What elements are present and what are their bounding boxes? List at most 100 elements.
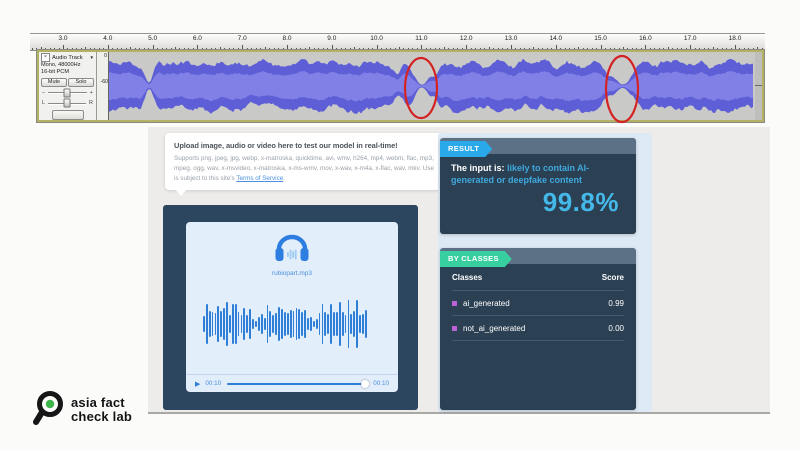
- ruler-tick: [71, 48, 73, 50]
- track-name-menu[interactable]: Audio Track ▼: [52, 55, 94, 61]
- ruler-tick: [282, 48, 284, 50]
- ruler-tick: [287, 45, 288, 50]
- waveform-bar: [208, 311, 211, 337]
- track-collapse-button[interactable]: [51, 110, 84, 120]
- ruler-tick: [206, 48, 208, 50]
- solo-button[interactable]: Solo: [68, 78, 94, 87]
- waveform-bar: [353, 311, 356, 337]
- timeline-label: 3.0: [58, 35, 68, 42]
- tooltip-pointer: [175, 189, 187, 197]
- ruler-tick: [313, 48, 315, 50]
- ruler-tick: [318, 48, 320, 50]
- waveform-bar: [257, 317, 260, 331]
- ruler-tick: [640, 48, 642, 50]
- ruler-tick: [300, 48, 302, 50]
- ruler-tick: [605, 48, 607, 50]
- seek-handle[interactable]: [361, 379, 370, 388]
- ruler-tick: [631, 48, 633, 50]
- ruler-tick: [560, 48, 562, 50]
- ruler-tick: [537, 48, 539, 50]
- track-close-button[interactable]: ×: [41, 53, 50, 62]
- timeline-ruler[interactable]: 3.0 4.0 5.0 6.0 7.0 8.0 9.0 10.0 11.0 12.0 13.0 14.…: [30, 33, 765, 51]
- ruler-tick: [94, 48, 96, 50]
- waveform-bar: [217, 306, 220, 342]
- ruler-tick: [609, 48, 611, 50]
- class-score: 0.99: [608, 298, 624, 308]
- gain-slider-thumb[interactable]: [63, 88, 71, 98]
- ruler-tick: [349, 48, 351, 50]
- pan-slider[interactable]: L R: [39, 98, 96, 109]
- ruler-tick: [89, 48, 91, 50]
- ruler-tick: [524, 48, 526, 50]
- ruler-tick: [658, 48, 660, 50]
- waveform-bar: [252, 318, 254, 330]
- ruler-tick: [116, 48, 118, 50]
- waveform-bar: [298, 308, 301, 340]
- class-score-row: not_ai_generated 0.00: [452, 316, 624, 341]
- ruler-tick: [699, 48, 701, 50]
- pan-slider-track[interactable]: [48, 98, 87, 108]
- brand-logo: asia fact check lab: [31, 389, 132, 431]
- ruler-tick: [394, 48, 396, 50]
- pan-slider-thumb[interactable]: [63, 98, 71, 108]
- waveform-bar: [350, 313, 353, 335]
- timeline-label: 13.0: [504, 35, 518, 42]
- waveform-bar: [255, 321, 257, 327]
- ruler-tick: [708, 48, 710, 50]
- ruler-tick: [412, 48, 414, 50]
- ruler-tick: [166, 48, 168, 50]
- mute-button[interactable]: Mute: [41, 78, 67, 87]
- ruler-tick: [143, 48, 145, 50]
- ruler-tick: [103, 48, 105, 50]
- seek-bar[interactable]: [227, 379, 370, 388]
- ruler-tick: [573, 48, 575, 50]
- waveform-bar: [283, 311, 286, 337]
- waveform-bar: [226, 301, 228, 347]
- ruler-tick: [403, 48, 405, 50]
- ruler-tick: [475, 48, 477, 50]
- ruler-tick: [340, 48, 342, 50]
- waveform-bar: [243, 307, 246, 341]
- ruler-tick: [210, 48, 212, 50]
- ruler-tick: [470, 48, 472, 50]
- waveform-bar: [275, 313, 278, 335]
- ruler-tick: [430, 48, 432, 50]
- ruler-tick: [761, 48, 763, 50]
- track-control-panel: × Audio Track ▼ Mono, 48000Hz 16-bit PCM…: [39, 52, 97, 120]
- play-button[interactable]: ▶: [195, 380, 201, 388]
- brand-text: asia fact check lab: [71, 396, 132, 424]
- ruler-tick: [367, 48, 369, 50]
- ruler-tick: [564, 48, 566, 50]
- waveform-bar: [295, 308, 298, 340]
- upload-formats-text: Supports png, jpeg, jpg, webp, x-matrosk…: [174, 154, 437, 183]
- ruler-tick: [618, 48, 620, 50]
- waveform-bar: [335, 311, 338, 337]
- ruler-tick: [183, 48, 185, 50]
- terms-of-service-link[interactable]: Terms of Service: [236, 174, 284, 182]
- audio-filename: rubiopart.mp3: [271, 270, 313, 277]
- vertical-scale[interactable]: 0 -60: [97, 52, 109, 120]
- ruler-tick: [636, 48, 638, 50]
- gain-slider-track[interactable]: [48, 88, 87, 98]
- ruler-tick: [228, 48, 230, 50]
- ruler-tick: [407, 48, 409, 50]
- classes-table-header: Classes Score: [452, 264, 624, 291]
- waveform-bar: [327, 313, 330, 335]
- ruler-tick: [457, 48, 459, 50]
- gain-slider[interactable]: – +: [39, 88, 96, 98]
- ruler-tick: [269, 48, 271, 50]
- waveform-bar: [344, 315, 347, 333]
- ruler-tick: [748, 48, 750, 50]
- track-sample-rate: Mono, 48000Hz: [41, 62, 81, 68]
- ruler-tick: [246, 48, 248, 50]
- ruler-tick: [54, 48, 56, 50]
- ruler-tick: [273, 48, 275, 50]
- waveform-clip[interactable]: [109, 52, 762, 120]
- ruler-tick: [739, 48, 741, 50]
- class-label: not_ai_generated: [463, 323, 526, 333]
- detector-app: Upload image, audio or video here to tes…: [148, 127, 770, 414]
- ruler-tick: [201, 48, 203, 50]
- ruler-tick: [551, 48, 553, 50]
- ruler-tick: [255, 48, 257, 50]
- ruler-tick: [461, 48, 463, 50]
